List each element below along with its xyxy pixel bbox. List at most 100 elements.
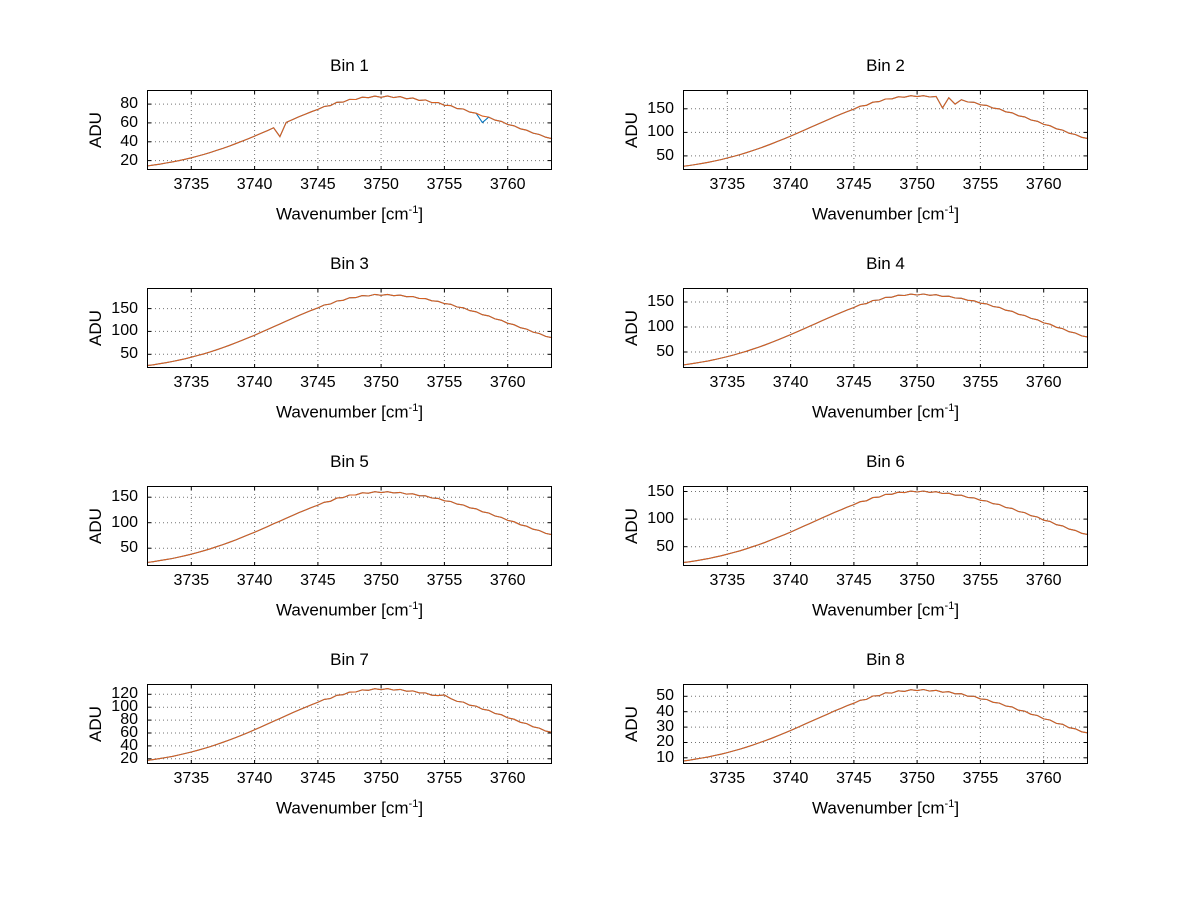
x-tick-label: 3740 (772, 374, 809, 391)
x-axis-label: Wavenumber [cm-1] (147, 204, 552, 225)
x-axis-label-exponent: -1 (944, 402, 955, 414)
x-tick-label: 3745 (300, 374, 336, 391)
x-tick-label: 3755 (962, 374, 999, 391)
x-axis-label-text: Wavenumber [cm (811, 798, 945, 818)
plot-title: Bin 3 (330, 254, 369, 273)
x-axis-label-suffix: ] (418, 204, 424, 224)
x-tick-label: 3750 (363, 374, 399, 391)
axes-box (683, 90, 1088, 170)
y-tick-label: 100 (111, 322, 138, 340)
x-tick-label: 3750 (363, 770, 399, 787)
y-tick-label: 60 (120, 724, 138, 742)
x-axis-label-text: Wavenumber [cm (275, 600, 409, 620)
y-tick-label: 50 (120, 539, 138, 557)
spectrum-line (682, 95, 1089, 167)
x-axis-label-text: Wavenumber [cm (275, 798, 409, 818)
x-tick-label: 3760 (1025, 572, 1062, 589)
y-tick-label: 100 (647, 318, 674, 335)
x-axis-label-exponent: -1 (944, 600, 955, 612)
subplot-bin-6: Bin 6 ADU 50 100 150 3735 3740 3745 3750 3755 3760… (568, 446, 1098, 644)
subplot-bin-4: Bin 4 ADU 50 100 150 3735 3740 3745 3750 3755 3760… (568, 248, 1098, 446)
x-tick-label: 3750 (899, 176, 935, 193)
y-tick-label: 20 (120, 151, 138, 169)
x-tick-label: 3740 (236, 176, 273, 193)
x-tick-label: 3735 (173, 374, 210, 391)
plot-area (146, 90, 553, 170)
x-tick-label: 3755 (426, 176, 463, 193)
spectrum-line-secondary (146, 95, 553, 167)
plot-title: Bin 5 (330, 452, 369, 471)
spectrum-line (146, 293, 553, 367)
y-tick-label: 50 (656, 687, 674, 705)
y-tick-label: 40 (656, 702, 674, 720)
plot-area (682, 486, 1089, 566)
x-tick-label: 3755 (962, 770, 999, 787)
x-axis-label-exponent: -1 (408, 798, 419, 810)
x-axis-label-text: Wavenumber [cm (811, 402, 945, 422)
y-tick-label: 150 (111, 488, 138, 506)
y-tick-label: 150 (647, 293, 674, 310)
x-axis-label-suffix: ] (954, 798, 960, 818)
x-axis-label: Wavenumber [cm-1] (683, 600, 1088, 621)
x-tick-label: 3745 (300, 572, 336, 589)
x-axis-label-suffix: ] (418, 600, 424, 620)
y-tick-label: 150 (647, 99, 674, 117)
x-tick-label: 3740 (772, 770, 809, 787)
x-tick-label: 3745 (836, 770, 872, 787)
plot-title: Bin 6 (866, 452, 905, 471)
x-tick-label: 3735 (173, 770, 210, 787)
y-tick-label: 100 (111, 513, 138, 531)
plot-title: Bin 2 (866, 56, 905, 75)
x-tick-label: 3750 (899, 572, 935, 589)
spectrum-line (682, 293, 1089, 366)
plot-area (146, 684, 553, 764)
x-tick-label: 3740 (236, 770, 273, 787)
plot-title: Bin 4 (866, 254, 905, 273)
x-axis-label-exponent: -1 (944, 204, 955, 216)
spectrum-line (146, 491, 553, 564)
y-tick-label: 150 (647, 482, 674, 500)
y-tick-label: 20 (120, 749, 138, 767)
x-tick-label: 3740 (772, 572, 809, 589)
x-tick-label: 3745 (300, 176, 336, 193)
plot-title: Bin 8 (866, 650, 905, 669)
y-tick-label: 100 (647, 510, 674, 528)
x-axis-label-text: Wavenumber [cm (811, 204, 945, 224)
x-tick-label: 3760 (489, 176, 526, 193)
spectrum-line (682, 688, 1089, 762)
x-tick-label: 3755 (426, 572, 463, 589)
spectrum-line-secondary (146, 293, 553, 367)
y-tick-label: 10 (656, 748, 674, 766)
plot-title: Bin 7 (330, 650, 369, 669)
y-tick-label: 50 (656, 146, 674, 164)
spectrum-line-secondary (146, 688, 553, 762)
x-tick-label: 3745 (836, 374, 872, 391)
y-tick-label: 50 (120, 345, 138, 363)
x-tick-label: 3760 (1025, 176, 1062, 193)
axes-box (683, 288, 1088, 368)
x-tick-label: 3755 (426, 374, 463, 391)
x-tick-label: 3760 (1025, 374, 1062, 391)
spectrum-line (146, 95, 553, 167)
subplot-bin-8: Bin 8 ADU 10 20 30 40 50 3735 3740 3745 3750 3755 37… (568, 644, 1098, 842)
x-axis-label-exponent: -1 (408, 402, 419, 414)
y-tick-label: 100 (111, 698, 138, 716)
subplot-bin-2: Bin 2 ADU 50 100 150 3735 3740 3745 3750 3755 3760… (568, 50, 1098, 248)
x-axis-label: Wavenumber [cm-1] (683, 204, 1088, 225)
x-tick-label: 3750 (363, 176, 399, 193)
spectrum-line-secondary (682, 293, 1089, 366)
y-tick-label: 100 (647, 123, 674, 141)
x-axis-label-suffix: ] (418, 798, 424, 818)
x-tick-label: 3760 (1025, 770, 1062, 787)
x-axis-label: Wavenumber [cm-1] (683, 798, 1088, 819)
y-tick-label: 80 (120, 95, 138, 113)
axes-box (147, 684, 552, 764)
x-axis-label-suffix: ] (954, 600, 960, 620)
y-tick-label: 150 (111, 299, 138, 317)
y-tick-label: 30 (656, 718, 674, 736)
subplot-bin-5: Bin 5 ADU 50 100 150 3735 3740 3745 3750 3755 3760… (32, 446, 562, 644)
x-tick-label: 3760 (489, 572, 526, 589)
axes-box (147, 90, 552, 170)
x-tick-label: 3740 (236, 572, 273, 589)
